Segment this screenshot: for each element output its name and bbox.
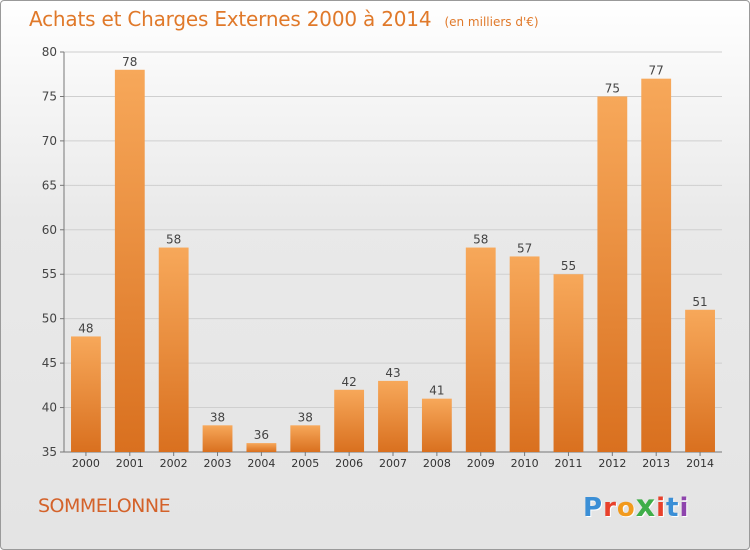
x-tick-label-2008: 2008 bbox=[423, 457, 451, 470]
data-label-2000: 48 bbox=[78, 321, 93, 335]
bar-2006 bbox=[334, 389, 365, 452]
data-label-2004: 36 bbox=[254, 428, 269, 442]
data-label-2001: 78 bbox=[122, 55, 137, 69]
x-tick-label-2009: 2009 bbox=[467, 457, 495, 470]
x-tick-label-2013: 2013 bbox=[642, 457, 670, 470]
x-tick-label-2007: 2007 bbox=[379, 457, 407, 470]
data-label-2007: 43 bbox=[385, 366, 400, 380]
commune-name: SOMMELONNE bbox=[38, 495, 171, 517]
bar-2003 bbox=[202, 425, 233, 452]
x-tick-label-2000: 2000 bbox=[72, 457, 100, 470]
y-tick-label: 60 bbox=[42, 223, 57, 237]
x-tick-label-2006: 2006 bbox=[335, 457, 363, 470]
y-tick-label: 70 bbox=[42, 134, 57, 148]
bar-2007 bbox=[378, 380, 408, 452]
x-tick-label-2010: 2010 bbox=[511, 457, 539, 470]
x-tick-label-2012: 2012 bbox=[598, 457, 626, 470]
data-label-2009: 58 bbox=[473, 233, 488, 247]
labels: 48 2000 78 2001 58 2002 38 2003 36 2004 38 2005 42 20… bbox=[72, 55, 714, 470]
y-tick-label: 65 bbox=[42, 178, 57, 192]
bar-2013 bbox=[641, 78, 672, 453]
x-tick-label-2004: 2004 bbox=[247, 457, 275, 470]
data-label-2011: 55 bbox=[561, 259, 576, 273]
bar-2010 bbox=[509, 256, 540, 452]
y-tick-label: 55 bbox=[42, 267, 57, 281]
data-label-2014: 51 bbox=[692, 295, 707, 309]
data-label-2008: 41 bbox=[429, 384, 444, 398]
chart-title: Achats et Charges Externes 2000 à 2014 bbox=[29, 7, 432, 31]
chart-unit: (en milliers d'€) bbox=[444, 15, 539, 29]
bar-2002 bbox=[158, 247, 189, 452]
y-tick-label: 35 bbox=[42, 445, 57, 459]
y-tick-label: 50 bbox=[42, 312, 57, 326]
x-tick-label-2014: 2014 bbox=[686, 457, 714, 470]
x-tick-label-2011: 2011 bbox=[554, 457, 582, 470]
data-label-2013: 77 bbox=[649, 64, 664, 78]
bar-2011 bbox=[553, 274, 584, 452]
bar-2004 bbox=[246, 443, 277, 452]
bars bbox=[71, 69, 715, 453]
x-tick-label-2002: 2002 bbox=[160, 457, 188, 470]
data-label-2010: 57 bbox=[517, 241, 532, 255]
data-label-2012: 75 bbox=[605, 81, 620, 95]
data-label-2003: 38 bbox=[210, 410, 225, 424]
bar-2001 bbox=[114, 69, 145, 453]
bar-2009 bbox=[465, 247, 496, 452]
brand-logo: Proxiti bbox=[583, 489, 690, 524]
y-tick-label: 80 bbox=[42, 45, 57, 59]
x-tick-label-2005: 2005 bbox=[291, 457, 319, 470]
title-row: Achats et Charges Externes 2000 à 2014 (… bbox=[29, 7, 539, 31]
y-tick-label: 40 bbox=[42, 401, 57, 415]
bar-2014 bbox=[685, 309, 715, 452]
data-label-2006: 42 bbox=[341, 375, 356, 389]
bar-2012 bbox=[597, 96, 628, 452]
x-tick-label-2001: 2001 bbox=[116, 457, 144, 470]
bar-2000 bbox=[71, 336, 101, 452]
bar-2005 bbox=[290, 425, 321, 452]
data-label-2002: 58 bbox=[166, 233, 181, 247]
y-tick-label: 45 bbox=[42, 356, 57, 370]
y-tick-label: 75 bbox=[42, 89, 57, 103]
x-tick-label-2003: 2003 bbox=[204, 457, 232, 470]
data-label-2005: 38 bbox=[298, 410, 313, 424]
bar-2008 bbox=[421, 398, 452, 452]
